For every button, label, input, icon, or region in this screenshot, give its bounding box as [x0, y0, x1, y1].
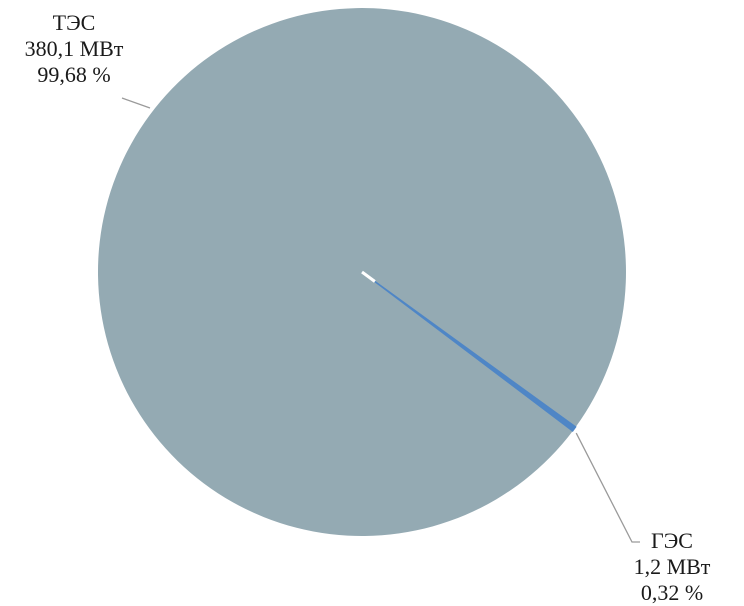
slice-label-ges: ГЭС 1,2 МВт 0,32 %: [600, 528, 744, 606]
leader-lines: [121, 97, 640, 543]
slice-label-ges-name: ГЭС: [651, 528, 693, 553]
slice-label-tes-value: 380,1 МВт: [24, 36, 124, 61]
slice-label-tes-percent: 99,68 %: [37, 62, 111, 87]
slice-label-tes: ТЭС 380,1 МВт 99,68 %: [4, 10, 144, 88]
slice-label-ges-value: 1,2 МВт: [633, 554, 711, 579]
slice-label-tes-name: ТЭС: [52, 10, 96, 35]
pie-slices: [97, 8, 626, 537]
leader-line-tes: [121, 97, 151, 109]
pie-slice-ges: [361, 271, 577, 432]
leader-line-ges: [575, 432, 640, 543]
slice-label-ges-percent: 0,32 %: [640, 580, 704, 605]
slice-separator: [361, 270, 376, 283]
